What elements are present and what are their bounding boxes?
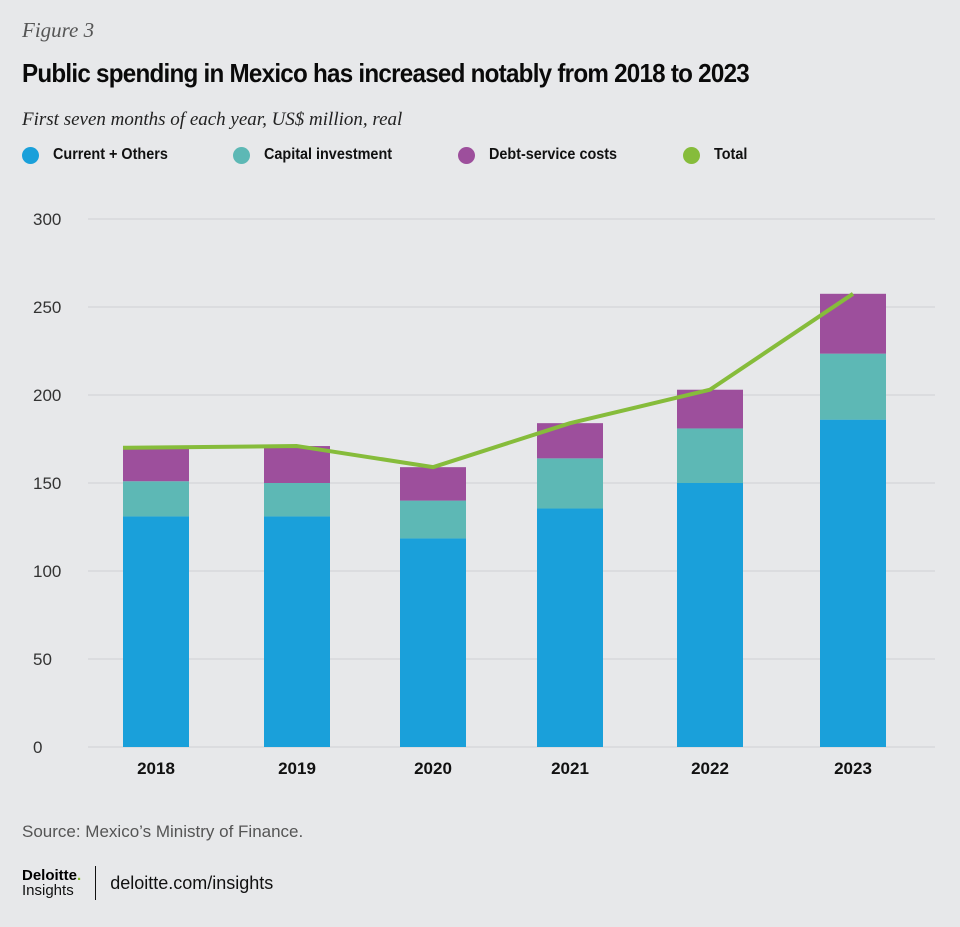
logo-deloitte: Deloitte. xyxy=(22,868,81,883)
legend-swatch-debt xyxy=(457,146,475,164)
bar-segment-current-others xyxy=(400,538,466,747)
legend-item-total: Total xyxy=(683,146,751,164)
y-tick-label: 250 xyxy=(33,298,61,317)
legend-label: Total xyxy=(714,146,748,163)
legend-label: Capital investment xyxy=(263,146,392,163)
logo-insights: Insights xyxy=(22,882,74,899)
x-tick-label: 2019 xyxy=(278,759,316,778)
bar-segment-capital-investment xyxy=(820,353,886,420)
bar-segment-debt-service-costs xyxy=(264,446,330,483)
chart-title: Public spending in Mexico has increased … xyxy=(22,58,750,88)
total-line xyxy=(122,292,855,470)
y-tick-label: 150 xyxy=(33,474,61,493)
legend-swatch-total xyxy=(683,146,701,164)
x-tick-label: 2022 xyxy=(691,759,729,778)
logo-green-dot: . xyxy=(77,867,82,884)
chart-subtitle: First seven months of each year, US$ mil… xyxy=(22,109,403,130)
footer-divider xyxy=(95,866,97,900)
y-axis-ticks: 0 50 100 150 200 250 300 xyxy=(33,210,61,757)
legend-item-current: Current + Others xyxy=(22,146,181,164)
bar-segment-capital-investment xyxy=(537,458,603,509)
x-tick-label: 2018 xyxy=(137,759,175,778)
legend: Current + Others Capital investment Debt… xyxy=(22,146,803,164)
bar-segment-current-others xyxy=(820,419,886,747)
y-tick-label: 200 xyxy=(33,386,61,405)
bar-segment-current-others xyxy=(264,516,330,747)
legend-swatch-capital xyxy=(232,146,250,164)
x-tick-label: 2020 xyxy=(414,759,452,778)
bar-segment-capital-investment xyxy=(264,483,330,517)
bar-segment-current-others xyxy=(123,516,189,747)
legend-item-capital: Capital investment xyxy=(232,146,406,164)
bar-segment-current-others xyxy=(537,508,603,747)
y-tick-label: 300 xyxy=(33,210,61,229)
bar-segment-debt-service-costs xyxy=(820,293,886,354)
deloitte-insights-logo: Deloitte. Insights xyxy=(22,868,81,898)
bar-segment-current-others xyxy=(677,483,743,747)
x-axis-ticks: 2018 2019 2020 2021 2022 2023 xyxy=(137,759,872,778)
logo-deloitte-text: Deloitte xyxy=(22,867,78,884)
footer: Deloitte. Insights deloitte.com/insights xyxy=(22,866,273,900)
total-line-path xyxy=(122,292,855,470)
figure-label: Figure 3 xyxy=(22,18,95,42)
bar-segment-capital-investment xyxy=(677,428,743,483)
legend-swatch-current xyxy=(22,146,39,164)
gridlines xyxy=(88,218,935,748)
bar-segment-debt-service-costs xyxy=(400,467,466,501)
legend-item-debt: Debt-service costs xyxy=(457,146,631,164)
x-tick-label: 2021 xyxy=(551,759,589,778)
bar-segment-capital-investment xyxy=(123,481,189,517)
y-tick-label: 100 xyxy=(33,562,61,581)
y-tick-label: 50 xyxy=(33,650,52,669)
footer-url[interactable]: deloitte.com/insights xyxy=(110,872,274,893)
legend-label: Current + Others xyxy=(53,146,168,163)
bar-segment-capital-investment xyxy=(400,500,466,539)
x-tick-label: 2023 xyxy=(834,759,872,778)
legend-label: Debt-service costs xyxy=(488,146,617,163)
bar-segment-debt-service-costs xyxy=(537,423,603,459)
bars xyxy=(123,293,886,747)
y-tick-label: 0 xyxy=(33,738,42,757)
source-note: Source: Mexico’s Ministry of Finance. xyxy=(22,822,304,841)
bar-segment-debt-service-costs xyxy=(123,447,189,482)
